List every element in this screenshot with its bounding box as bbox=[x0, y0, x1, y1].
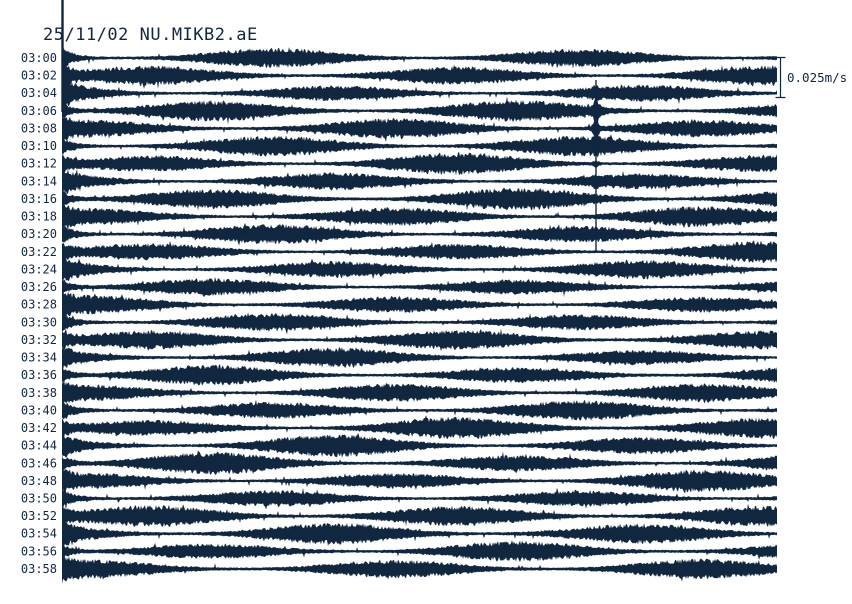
scale-bracket-icon bbox=[775, 56, 786, 99]
time-label: 03:22 bbox=[21, 245, 57, 259]
seismogram-trace-row bbox=[62, 432, 777, 458]
seismogram-trace-row bbox=[62, 415, 777, 440]
seismogram-trace-row bbox=[62, 487, 777, 510]
amplitude-scale-bracket: 0.025m/s bbox=[775, 56, 847, 99]
seismogram-trace-row bbox=[62, 539, 777, 562]
seismogram-trace-row bbox=[62, 151, 777, 176]
time-label: 03:34 bbox=[21, 351, 57, 365]
time-label: 03:36 bbox=[21, 368, 57, 382]
time-label: 03:46 bbox=[21, 456, 57, 470]
seismogram-trace-row bbox=[62, 364, 777, 386]
time-label: 03:24 bbox=[21, 262, 57, 276]
seismogram-trace-row bbox=[62, 379, 777, 404]
seismogram-trace-row bbox=[62, 399, 777, 421]
seismogram-trace-row bbox=[62, 187, 777, 211]
time-label: 03:14 bbox=[21, 174, 57, 188]
seismogram-trace-row bbox=[62, 44, 777, 70]
seismogram-trace-row bbox=[62, 167, 777, 195]
seismogram-trace-row bbox=[62, 467, 777, 494]
seismogram-trace-row bbox=[62, 289, 777, 319]
time-label: 03:26 bbox=[21, 280, 57, 294]
seismogram-trace-row bbox=[62, 503, 777, 527]
seismogram-trace-row bbox=[62, 257, 777, 282]
scale-value-label: 0.025m/s bbox=[787, 70, 847, 85]
time-label: 03:02 bbox=[21, 69, 57, 83]
time-label: 03:32 bbox=[21, 333, 57, 347]
seismogram-trace-row bbox=[62, 276, 777, 298]
time-label: 03:48 bbox=[21, 474, 57, 488]
time-label: 03:08 bbox=[21, 122, 57, 136]
time-axis-labels: 03:00 03:02 03:04 03:06 03:08 03:10 03:12 03:14… bbox=[21, 51, 57, 576]
time-label: 03:54 bbox=[21, 527, 57, 541]
time-label: 03:58 bbox=[21, 562, 57, 576]
time-label: 03:56 bbox=[21, 544, 57, 558]
seismogram-trace-row bbox=[62, 344, 777, 371]
time-label: 03:44 bbox=[21, 439, 57, 453]
trace-artifacts bbox=[61, 0, 598, 252]
seismogram-trace-row bbox=[62, 222, 777, 246]
seismogram-trace-row bbox=[62, 554, 777, 584]
seismogram-trace-row bbox=[62, 240, 777, 263]
seismogram-trace-row bbox=[62, 78, 777, 109]
seismogram-trace-row bbox=[62, 133, 777, 158]
time-label: 03:12 bbox=[21, 157, 57, 171]
time-label: 03:42 bbox=[21, 421, 57, 435]
time-label: 03:38 bbox=[21, 386, 57, 400]
seismogram-trace-row bbox=[62, 96, 777, 125]
seismogram-trace-row bbox=[62, 115, 777, 143]
seismogram-trace-row bbox=[62, 328, 777, 352]
trace-rows bbox=[62, 44, 777, 584]
time-label: 03:16 bbox=[21, 192, 57, 206]
time-label: 03:18 bbox=[21, 210, 57, 224]
time-label: 03:06 bbox=[21, 104, 57, 118]
seismogram-trace-row bbox=[62, 61, 777, 89]
time-label: 03:20 bbox=[21, 227, 57, 241]
time-label: 03:10 bbox=[21, 139, 57, 153]
time-label: 03:04 bbox=[21, 86, 57, 100]
seismogram-trace-row bbox=[62, 203, 777, 232]
time-label: 03:30 bbox=[21, 315, 57, 329]
time-label: 03:40 bbox=[21, 403, 57, 417]
time-label: 03:28 bbox=[21, 298, 57, 312]
seismogram-trace-row bbox=[62, 450, 777, 475]
seismogram-trace-row bbox=[62, 520, 777, 547]
time-label: 03:52 bbox=[21, 509, 57, 523]
time-label: 03:00 bbox=[21, 51, 57, 65]
plot-title: 25/11/02 NU.MIKB2.aE bbox=[43, 25, 258, 45]
seismogram-trace-row bbox=[62, 312, 777, 335]
time-label: 03:50 bbox=[21, 492, 57, 506]
